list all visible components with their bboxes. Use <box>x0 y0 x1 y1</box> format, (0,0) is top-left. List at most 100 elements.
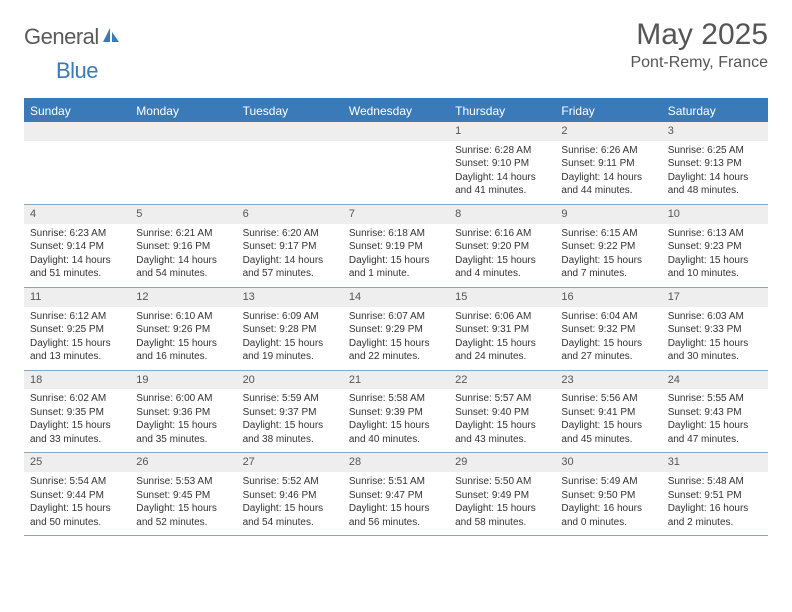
day-cell: 18Sunrise: 6:02 AMSunset: 9:35 PMDayligh… <box>24 371 130 453</box>
sunrise-line: Sunrise: 6:18 AM <box>349 227 443 241</box>
day-cell: 11Sunrise: 6:12 AMSunset: 9:25 PMDayligh… <box>24 288 130 370</box>
calendar-page: General May 2025 Pont-Remy, France Blue … <box>0 0 792 546</box>
sunrise-line: Sunrise: 5:59 AM <box>243 392 337 406</box>
daylight-line: Daylight: 15 hours and 24 minutes. <box>455 337 549 364</box>
sunrise-line: Sunrise: 6:13 AM <box>668 227 762 241</box>
sunset-line: Sunset: 9:25 PM <box>30 323 124 337</box>
week-row: 18Sunrise: 6:02 AMSunset: 9:35 PMDayligh… <box>24 371 768 454</box>
day-number: 8 <box>449 205 555 224</box>
day-number: 11 <box>24 288 130 307</box>
sunset-line: Sunset: 9:32 PM <box>561 323 655 337</box>
days-of-week-row: SundayMondayTuesdayWednesdayThursdayFrid… <box>24 100 768 122</box>
day-cell: 17Sunrise: 6:03 AMSunset: 9:33 PMDayligh… <box>662 288 768 370</box>
sunrise-line: Sunrise: 6:15 AM <box>561 227 655 241</box>
day-cell: 22Sunrise: 5:57 AMSunset: 9:40 PMDayligh… <box>449 371 555 453</box>
day-cell: 25Sunrise: 5:54 AMSunset: 9:44 PMDayligh… <box>24 453 130 535</box>
daylight-line: Daylight: 15 hours and 56 minutes. <box>349 502 443 529</box>
daylight-line: Daylight: 16 hours and 0 minutes. <box>561 502 655 529</box>
day-details: Sunrise: 6:04 AMSunset: 9:32 PMDaylight:… <box>555 307 661 370</box>
day-number: 25 <box>24 453 130 472</box>
day-cell: 20Sunrise: 5:59 AMSunset: 9:37 PMDayligh… <box>237 371 343 453</box>
sunset-line: Sunset: 9:43 PM <box>668 406 762 420</box>
day-details: Sunrise: 6:15 AMSunset: 9:22 PMDaylight:… <box>555 224 661 287</box>
sunrise-line: Sunrise: 5:55 AM <box>668 392 762 406</box>
daylight-line: Daylight: 14 hours and 41 minutes. <box>455 171 549 198</box>
sunrise-line: Sunrise: 6:04 AM <box>561 310 655 324</box>
day-details: Sunrise: 6:06 AMSunset: 9:31 PMDaylight:… <box>449 307 555 370</box>
sunset-line: Sunset: 9:13 PM <box>668 157 762 171</box>
empty-day-header <box>343 122 449 141</box>
sails-icon <box>101 26 121 49</box>
day-cell: 31Sunrise: 5:48 AMSunset: 9:51 PMDayligh… <box>662 453 768 535</box>
daylight-line: Daylight: 15 hours and 4 minutes. <box>455 254 549 281</box>
empty-day-header <box>237 122 343 141</box>
sunset-line: Sunset: 9:33 PM <box>668 323 762 337</box>
sunset-line: Sunset: 9:35 PM <box>30 406 124 420</box>
week-row: 11 Sunrise: 6:12 AMSunset: 9:25 PM Dayligh… <box>24 288 768 371</box>
dow-cell: Sunday <box>24 100 130 122</box>
daylight-line: Daylight: 15 hours and 16 minutes. <box>136 337 230 364</box>
day-details: Sunrise: 6:16 AMSunset: 9:20 PMDaylight:… <box>449 224 555 287</box>
day-cell: 30Sunrise: 5:49 AMSunset: 9:50 PMDayligh… <box>555 453 661 535</box>
sunrise-line: Sunrise: 5:52 AM <box>243 475 337 489</box>
sunset-line: Sunset: 9:37 PM <box>243 406 337 420</box>
month-title: May 2025 <box>630 18 768 52</box>
sunrise-line: Sunrise: 6:06 AM <box>455 310 549 324</box>
day-cell: 7Sunrise: 6:18 AMSunset: 9:19 PMDaylight… <box>343 205 449 287</box>
daylight-line: Daylight: 15 hours and 35 minutes. <box>136 419 230 446</box>
sunset-line: Sunset: 9:11 PM <box>561 157 655 171</box>
dow-cell: Tuesday <box>237 100 343 122</box>
day-number: 1 <box>449 122 555 141</box>
dow-cell: Friday <box>555 100 661 122</box>
sunrise-line: Sunrise: 5:48 AM <box>668 475 762 489</box>
sunrise-line: Sunrise: 6:00 AM <box>136 392 230 406</box>
sunset-line: Sunset: 9:46 PM <box>243 489 337 503</box>
title-block: May 2025 Pont-Remy, France <box>630 18 768 72</box>
day-number: 30 <box>555 453 661 472</box>
day-number: 12 <box>130 288 236 307</box>
sunrise-line: Sunrise: 6:28 AM <box>455 144 549 158</box>
dow-cell: Saturday <box>662 100 768 122</box>
daylight-line: Daylight: 15 hours and 1 minute. <box>349 254 443 281</box>
day-details: Sunrise: 6:13 AMSunset: 9:23 PMDaylight:… <box>662 224 768 287</box>
location: Pont-Remy, France <box>630 54 768 72</box>
day-cell: 10Sunrise: 6:13 AMSunset: 9:23 PMDayligh… <box>662 205 768 287</box>
daylight-line: Daylight: 15 hours and 22 minutes. <box>349 337 443 364</box>
sunrise-line: Sunrise: 6:12 AM <box>30 310 124 324</box>
day-number: 19 <box>130 371 236 390</box>
day-details: Sunrise: 5:53 AMSunset: 9:45 PMDaylight:… <box>130 472 236 535</box>
day-number: 2 <box>555 122 661 141</box>
day-cell: 13Sunrise: 6:09 AMSunset: 9:28 PMDayligh… <box>237 288 343 370</box>
day-cell: 28Sunrise: 5:51 AMSunset: 9:47 PMDayligh… <box>343 453 449 535</box>
day-cell: 26Sunrise: 5:53 AMSunset: 9:45 PMDayligh… <box>130 453 236 535</box>
day-number: 26 <box>130 453 236 472</box>
day-cell: 5Sunrise: 6:21 AMSunset: 9:16 PMDaylight… <box>130 205 236 287</box>
day-details: Sunrise: 6:07 AMSunset: 9:29 PMDaylight:… <box>343 307 449 370</box>
daylight-line: Daylight: 15 hours and 33 minutes. <box>30 419 124 446</box>
day-details: Sunrise: 6:23 AMSunset: 9:14 PMDaylight:… <box>24 224 130 287</box>
sunset-line: Sunset: 9:49 PM <box>455 489 549 503</box>
daylight-line: Daylight: 15 hours and 7 minutes. <box>561 254 655 281</box>
sunset-line: Sunset: 9:22 PM <box>561 240 655 254</box>
sunrise-line: Sunrise: 5:53 AM <box>136 475 230 489</box>
day-details: Sunrise: 6:20 AMSunset: 9:17 PMDaylight:… <box>237 224 343 287</box>
day-cell: 29Sunrise: 5:50 AMSunset: 9:49 PMDayligh… <box>449 453 555 535</box>
daylight-line: Daylight: 15 hours and 40 minutes. <box>349 419 443 446</box>
logo-text-blue: Blue <box>56 58 98 84</box>
day-number: 6 <box>237 205 343 224</box>
daylight-line: Daylight: 14 hours and 48 minutes. <box>668 171 762 198</box>
day-cell: 12Sunrise: 6:10 AMSunset: 9:26 PMDayligh… <box>130 288 236 370</box>
week-row: 4Sunrise: 6:23 AMSunset: 9:14 PMDaylight… <box>24 205 768 288</box>
daylight-line: Daylight: 15 hours and 54 minutes. <box>243 502 337 529</box>
day-cell: 15Sunrise: 6:06 AMSunset: 9:31 PMDayligh… <box>449 288 555 370</box>
day-number: 10 <box>662 205 768 224</box>
sunset-line: Sunset: 9:19 PM <box>349 240 443 254</box>
calendar: SundayMondayTuesdayWednesdayThursdayFrid… <box>24 98 768 536</box>
sunset-line: Sunset: 9:47 PM <box>349 489 443 503</box>
day-number: 9 <box>555 205 661 224</box>
logo-text-general: General <box>24 24 99 50</box>
day-number: 21 <box>343 371 449 390</box>
daylight-line: Daylight: 15 hours and 50 minutes. <box>30 502 124 529</box>
day-details: Sunrise: 6:25 AMSunset: 9:13 PMDaylight:… <box>662 141 768 204</box>
sunrise-line: Sunrise: 6:26 AM <box>561 144 655 158</box>
